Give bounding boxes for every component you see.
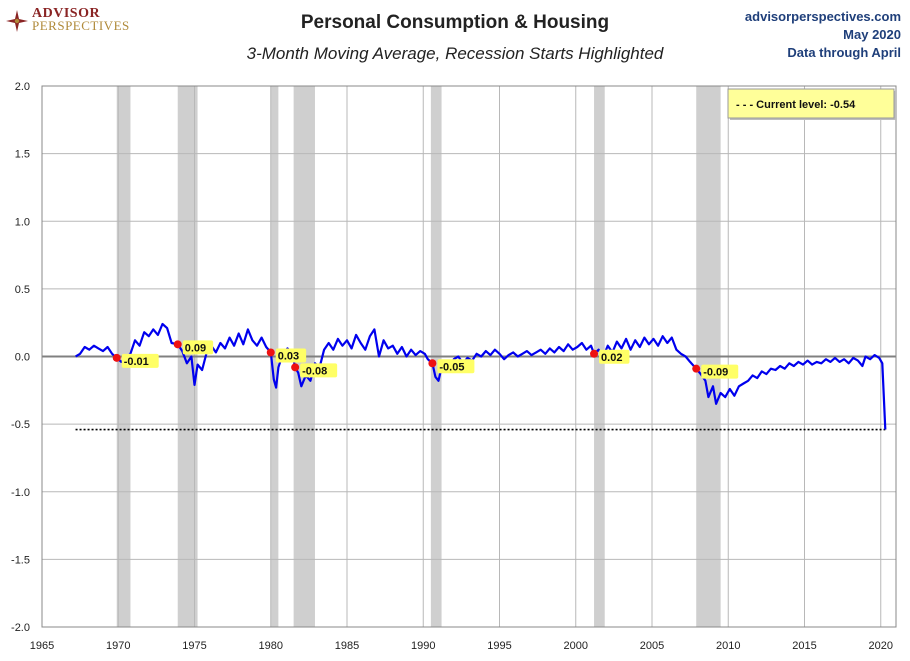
y-axis-ticks: 2.0 1.5 1.0 0.5 0.0 -0.5 -1.0 -1.5 -2.0 bbox=[11, 81, 30, 634]
logo-line-advisor: ADVISOR bbox=[32, 6, 101, 21]
data-label-bg bbox=[182, 340, 214, 355]
recession-start-markers: -0.01 0.09 0.03-0.08 -0.05 0.02 -0.09 bbox=[112, 340, 739, 379]
y-tick-label: 1.5 bbox=[15, 149, 30, 161]
logo-line-perspectives: PERSPECTIVES bbox=[32, 18, 130, 33]
y-tick-label: -2.0 bbox=[11, 622, 30, 634]
data-label: -0.05 bbox=[439, 361, 464, 373]
y-tick-label: -1.0 bbox=[11, 487, 30, 499]
x-tick-label: 2010 bbox=[716, 640, 740, 652]
legend: - - - Current level: -0.54 bbox=[727, 88, 896, 120]
source-block: advisorperspectives.com May 2020 Data th… bbox=[745, 8, 901, 62]
chart-title: Personal Consumption & Housing bbox=[300, 12, 610, 33]
x-tick-label: 2005 bbox=[640, 640, 664, 652]
x-tick-label: 2020 bbox=[869, 640, 893, 652]
data-label: -0.09 bbox=[703, 367, 728, 379]
x-tick-label: 1985 bbox=[335, 640, 359, 652]
source-note: Data through April bbox=[787, 45, 901, 60]
y-tick-label: -1.5 bbox=[11, 554, 30, 566]
data-label: 0.03 bbox=[278, 350, 299, 362]
advisor-perspectives-logo: ADVISOR PERSPECTIVES bbox=[6, 6, 130, 33]
data-label-bg bbox=[437, 359, 475, 374]
data-label-bg bbox=[599, 349, 630, 364]
legend-box bbox=[727, 88, 895, 119]
series-polyline bbox=[75, 322, 887, 430]
recession-start-dot bbox=[291, 363, 300, 372]
x-tick-label: 1965 bbox=[30, 640, 54, 652]
x-tick-label: 1990 bbox=[411, 640, 435, 652]
y-tick-label: 0.5 bbox=[15, 284, 30, 296]
y-tick-label: 1.0 bbox=[15, 216, 30, 228]
recession-start-dot bbox=[428, 359, 437, 368]
chart-subtitle: 3-Month Moving Average, Recession Starts… bbox=[246, 44, 664, 63]
recession-start-dot bbox=[692, 364, 701, 373]
data-label: 0.02 bbox=[601, 352, 622, 364]
recession-start-dot bbox=[266, 348, 275, 357]
legend-label: - - - Current level: -0.54 bbox=[736, 99, 856, 111]
data-label-bg bbox=[275, 348, 307, 363]
recession-start-dot bbox=[590, 349, 599, 358]
data-label: -0.08 bbox=[302, 365, 327, 377]
x-tick-label: 2015 bbox=[792, 640, 816, 652]
data-label: 0.09 bbox=[185, 342, 206, 354]
data-label: -0.01 bbox=[124, 356, 149, 368]
data-label-bg bbox=[300, 363, 338, 378]
compass-logo-icon bbox=[6, 10, 28, 32]
x-tick-label: 1975 bbox=[182, 640, 206, 652]
data-label-bg bbox=[701, 364, 739, 379]
recession-start-dot bbox=[112, 353, 121, 362]
x-tick-label: 1995 bbox=[487, 640, 511, 652]
plot-frame bbox=[41, 85, 897, 628]
source-date: May 2020 bbox=[843, 27, 901, 42]
x-tick-label: 1970 bbox=[106, 640, 130, 652]
source-site: advisorperspectives.com bbox=[744, 9, 901, 24]
x-tick-label: 1980 bbox=[259, 640, 283, 652]
recession-start-dot bbox=[173, 340, 182, 349]
x-axis-ticks: 1965 1970 1975 1980 1985 1990 1995 2000 2005 2010… bbox=[30, 640, 893, 652]
y-tick-label: 0.0 bbox=[15, 352, 30, 364]
plot-border bbox=[41, 85, 897, 628]
x-tick-label: 2000 bbox=[564, 640, 588, 652]
series-line bbox=[75, 322, 887, 430]
y-tick-label: -0.5 bbox=[11, 419, 30, 431]
y-tick-label: 2.0 bbox=[15, 81, 30, 93]
data-label-bg bbox=[121, 353, 159, 368]
